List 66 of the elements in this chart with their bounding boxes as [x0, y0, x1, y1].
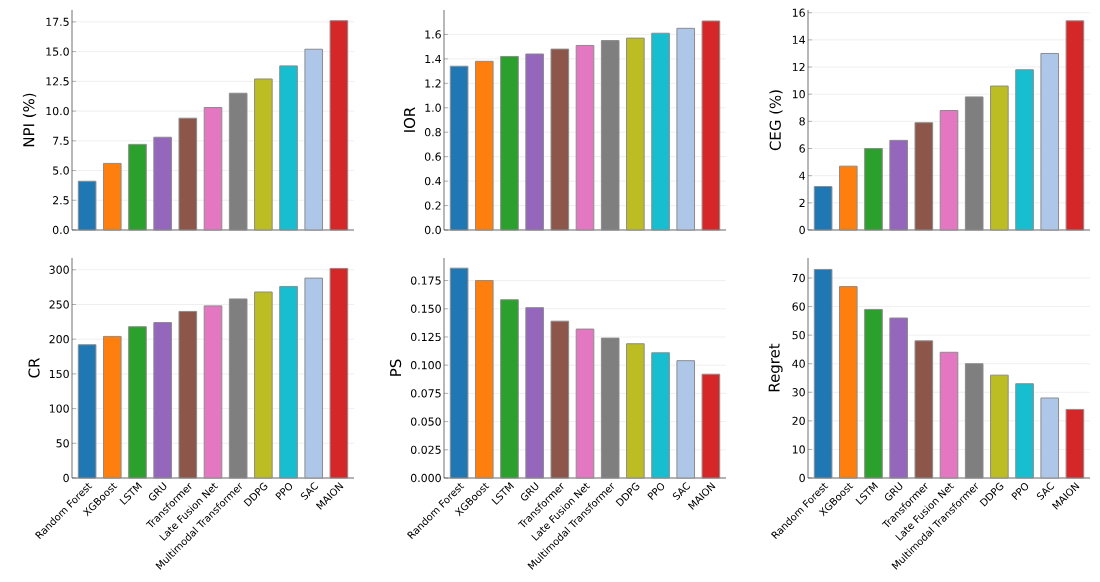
bar: [964, 96, 984, 231]
bar: [153, 136, 172, 231]
bar: [939, 351, 959, 479]
bar: [500, 55, 519, 231]
bar: [889, 317, 908, 479]
bar: [701, 20, 721, 231]
bar: [304, 277, 324, 479]
bar: [102, 162, 122, 231]
bar: [1065, 20, 1085, 231]
bar: [1015, 69, 1034, 231]
bar: [600, 337, 620, 479]
bar: [964, 363, 984, 479]
bar: [864, 308, 883, 479]
bar: [128, 143, 147, 231]
bar: [474, 60, 494, 231]
bar: [701, 373, 721, 479]
bar: [676, 27, 696, 231]
bar: [1040, 397, 1060, 479]
bar: [676, 360, 696, 479]
bar: [254, 291, 273, 479]
bar: [525, 53, 544, 231]
bar: [525, 307, 544, 479]
bar: [550, 320, 570, 479]
bar: [914, 122, 934, 231]
bar: [279, 285, 298, 479]
bar: [329, 20, 349, 231]
bar: [813, 186, 833, 231]
bar: [550, 48, 570, 231]
bar: [128, 326, 147, 479]
bar: [626, 343, 645, 479]
bar: [889, 139, 908, 231]
bar: [178, 117, 198, 231]
bar: [228, 92, 248, 231]
bar: [178, 310, 198, 479]
bar: [575, 328, 595, 479]
bar: [990, 374, 1009, 479]
bar: [500, 299, 519, 479]
bar: [838, 286, 858, 479]
bar: [102, 335, 122, 479]
bar: [1015, 383, 1034, 479]
bar: [228, 298, 248, 479]
bar: [1040, 52, 1060, 231]
bar: [254, 78, 273, 231]
bar: [279, 65, 298, 231]
bar: [600, 40, 620, 231]
bar: [651, 352, 670, 479]
bar: [864, 148, 883, 231]
bar: [939, 109, 959, 231]
bar: [77, 344, 97, 479]
bar: [651, 32, 670, 231]
bar: [914, 340, 934, 479]
bar: [203, 107, 223, 231]
bar: [449, 65, 469, 231]
bar: [449, 267, 469, 479]
bar: [329, 267, 349, 479]
bar: [575, 44, 595, 231]
bar: [77, 180, 97, 231]
bar: [153, 322, 172, 479]
bar: [474, 280, 494, 479]
bar: [813, 268, 833, 479]
bar: [990, 85, 1009, 231]
bar: [1065, 408, 1085, 479]
bar: [838, 165, 858, 231]
bar: [304, 48, 324, 231]
bar: [626, 37, 645, 231]
bar: [203, 305, 223, 479]
